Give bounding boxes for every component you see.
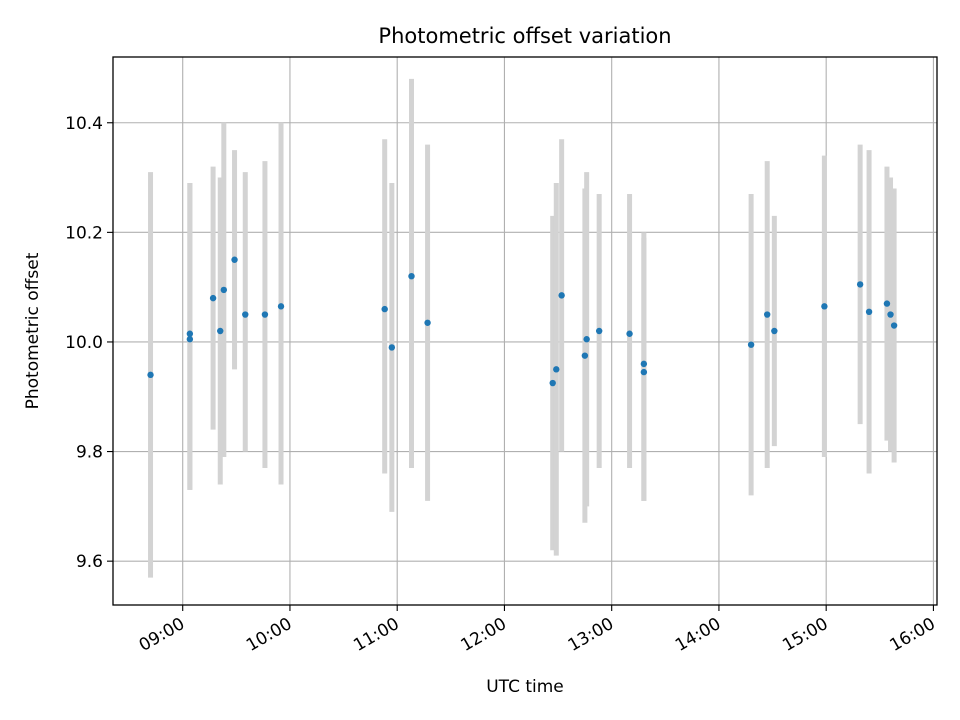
y-axis-title: Photometric offset xyxy=(23,252,43,409)
data-point xyxy=(640,360,648,368)
y-tick-label: 10.0 xyxy=(65,333,103,353)
data-point xyxy=(388,344,396,351)
x-axis-title: UTC time xyxy=(486,677,564,697)
data-point xyxy=(408,273,415,280)
data-point xyxy=(186,336,194,343)
data-point xyxy=(771,327,778,335)
data-point xyxy=(763,311,771,318)
data-point xyxy=(217,327,224,335)
y-tick-label: 10.2 xyxy=(65,223,103,243)
data-point xyxy=(558,292,565,299)
plot-frame xyxy=(112,56,938,606)
data-point xyxy=(147,371,154,379)
data-point xyxy=(626,330,633,337)
data-point xyxy=(220,286,228,294)
data-point xyxy=(209,294,217,302)
data-point xyxy=(640,368,648,376)
data-point xyxy=(186,330,194,337)
data-point xyxy=(581,352,589,359)
data-point xyxy=(549,379,556,387)
data-point xyxy=(821,303,828,310)
marker-layer xyxy=(147,256,898,387)
data-point xyxy=(890,322,898,329)
data-point xyxy=(595,327,603,335)
data-point xyxy=(887,311,894,318)
data-point xyxy=(553,366,560,373)
data-point xyxy=(231,256,238,263)
data-point xyxy=(242,311,249,318)
data-point xyxy=(583,336,590,343)
data-point xyxy=(424,319,431,326)
y-tick-label: 9.8 xyxy=(76,443,103,463)
data-point xyxy=(883,300,891,307)
data-point xyxy=(856,281,864,288)
chart-title: Photometric offset variation xyxy=(378,24,671,48)
grid-layer xyxy=(113,57,937,605)
y-tick-label: 9.6 xyxy=(76,552,103,572)
data-point xyxy=(261,311,269,318)
data-point xyxy=(747,341,755,348)
data-point xyxy=(381,305,388,313)
data-point xyxy=(277,303,285,310)
y-tick-label: 10.4 xyxy=(65,114,103,134)
data-point xyxy=(865,308,873,316)
